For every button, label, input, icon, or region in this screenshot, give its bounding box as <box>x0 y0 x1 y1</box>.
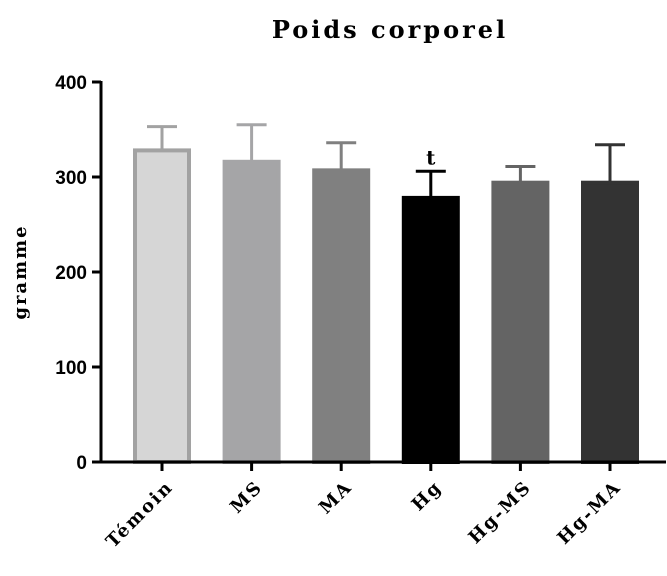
bar-hg-ms <box>491 180 550 464</box>
bar-hg <box>401 195 460 464</box>
bar-t-moin <box>133 148 191 464</box>
x-tick-label: Témoin <box>102 477 177 552</box>
x-tick-label: MA <box>315 477 357 519</box>
y-tick-label: 400 <box>55 73 87 94</box>
x-tick-label: Hg-MS <box>465 477 536 548</box>
bar-ma <box>312 168 371 464</box>
bar-hg-ma <box>581 180 639 464</box>
y-axis-label: gramme <box>10 224 31 319</box>
y-tick-label: 300 <box>55 168 87 189</box>
bar-ms <box>222 159 281 465</box>
x-tick-label: Hg-MA <box>553 477 625 549</box>
y-tick-label: 200 <box>55 263 87 284</box>
significance-annotation: t <box>426 145 436 169</box>
y-tick-label: 100 <box>55 358 87 379</box>
x-tick-label: Hg <box>408 477 447 516</box>
x-tick-label: MS <box>226 477 267 518</box>
plot-area: Témoin MS MA Hg Hg-MS Hg-MA t 0 100 200 300 400 <box>55 73 666 552</box>
chart-title: Poids corporel <box>272 15 508 44</box>
y-tick-label: 0 <box>76 453 87 474</box>
